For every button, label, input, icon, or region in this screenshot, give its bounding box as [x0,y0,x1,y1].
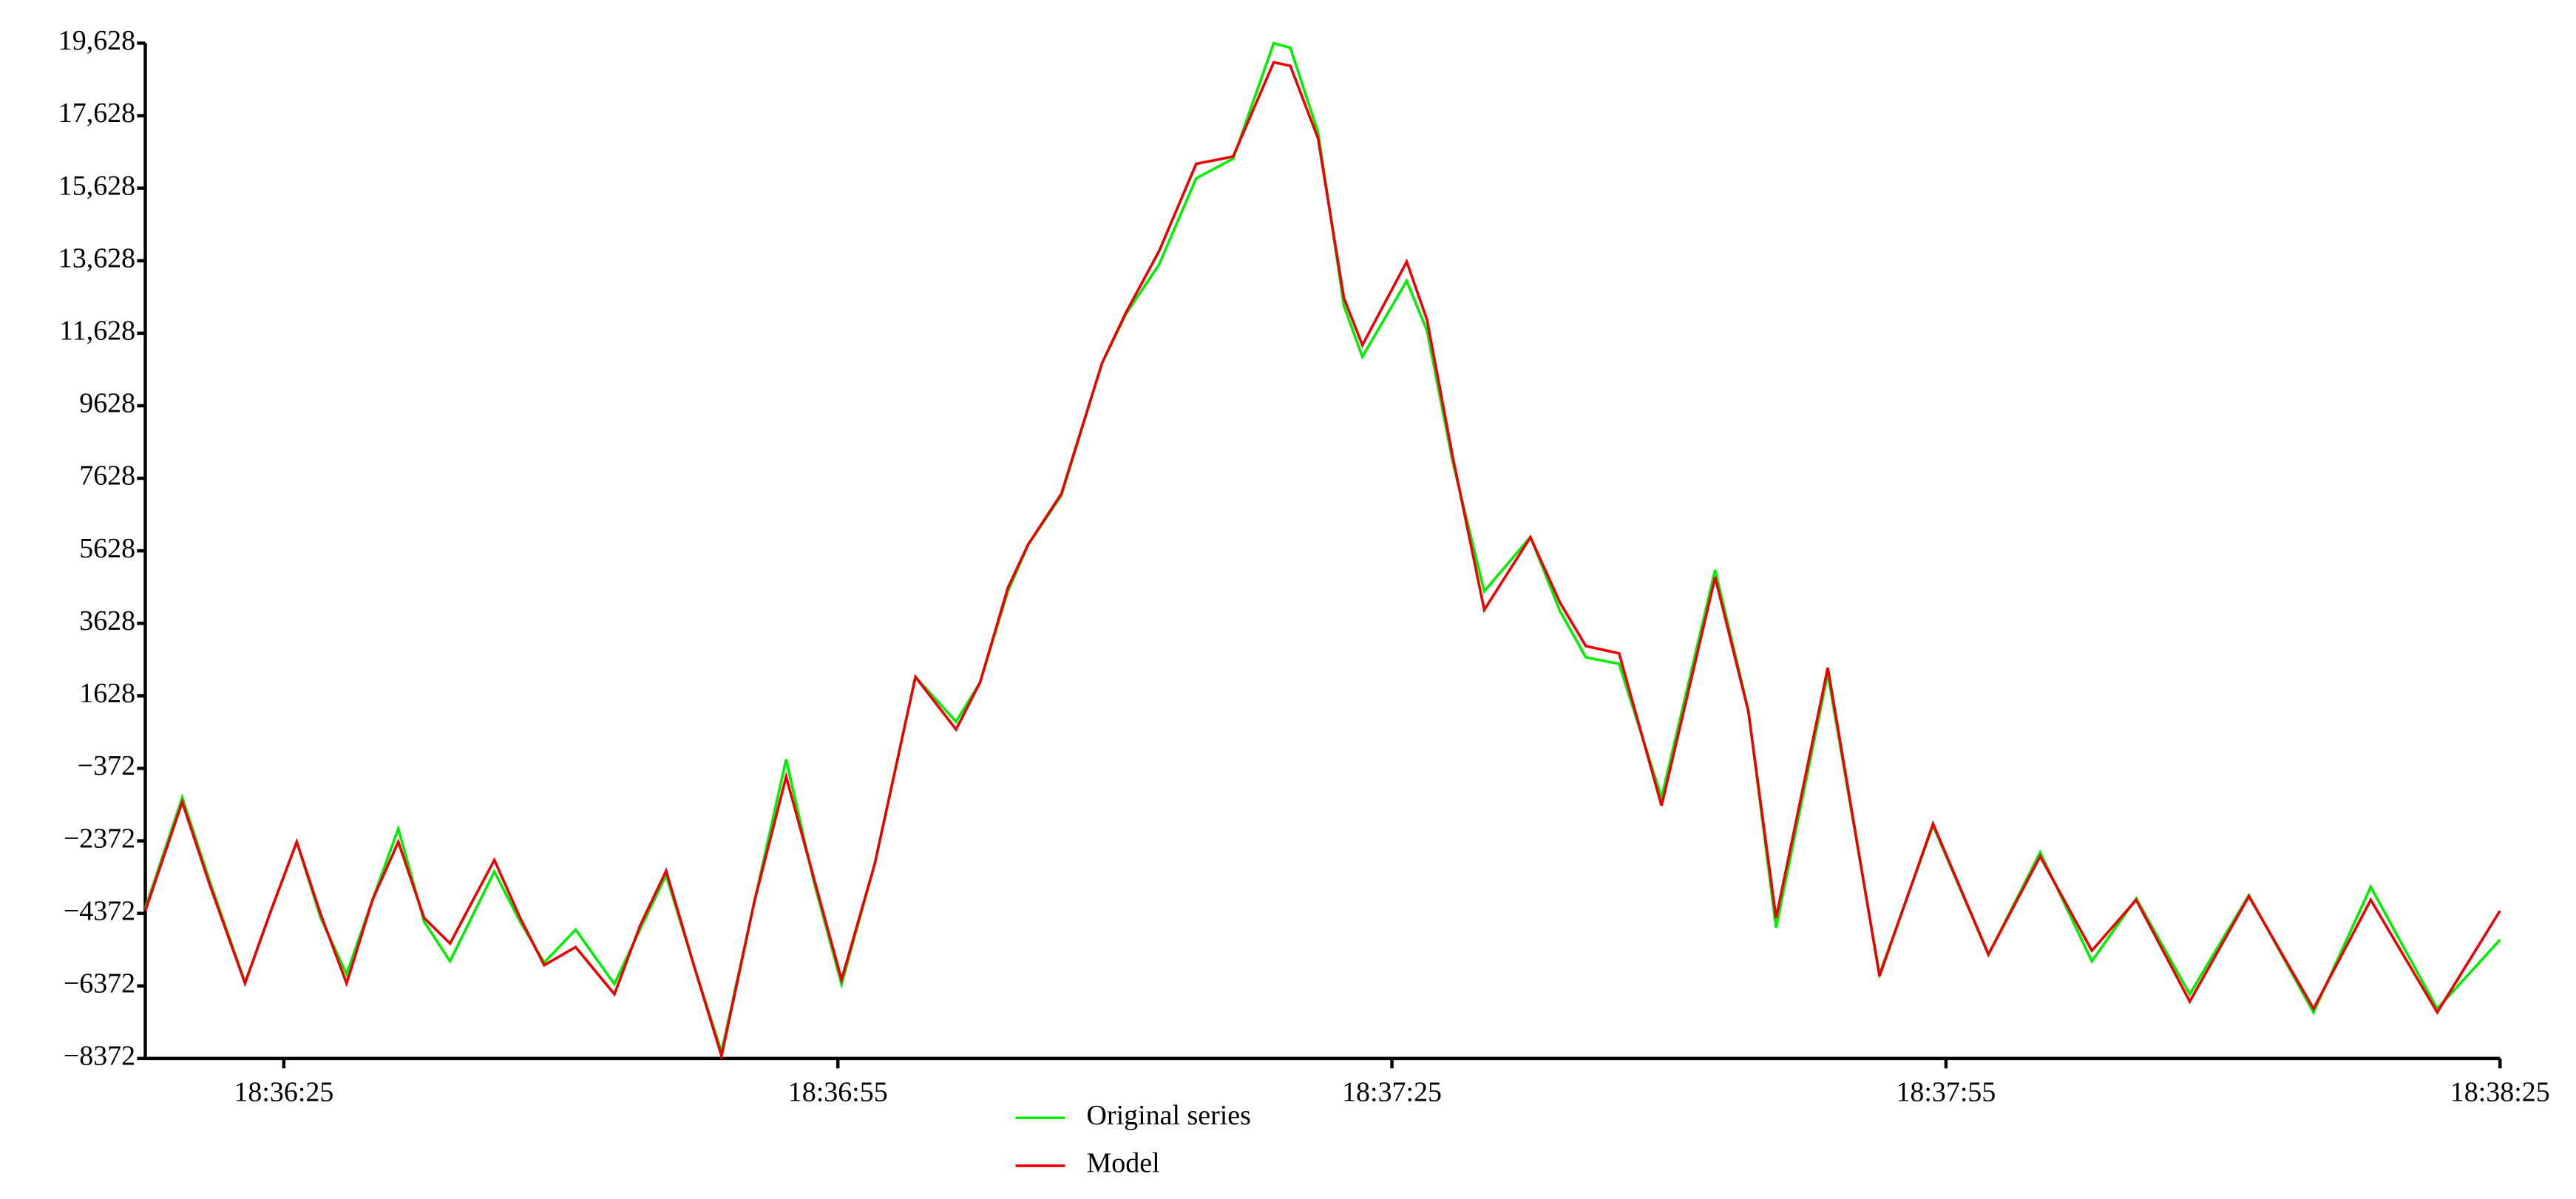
series-line [143,41,2501,1057]
y-tick-label: 9628 [79,388,135,419]
x-tick-label: 18:37:55 [1896,1077,1996,1108]
y-tick-label: 7628 [79,461,135,492]
y-tick-label: 17,628 [58,98,135,129]
series-line [143,61,2501,1062]
y-tick-label: 11,628 [59,316,135,347]
x-tick-label: 18:37:25 [1342,1077,1442,1108]
legend-label: Original series [1087,1100,1251,1131]
y-tick-label: −2372 [64,823,135,854]
y-tick-label: −372 [78,750,135,781]
y-tick-label: 5628 [79,533,135,564]
y-tick-label: −6372 [64,968,135,999]
y-tick-label: 15,628 [58,170,135,201]
x-tick-label: 18:36:55 [788,1077,888,1108]
y-tick-label: −4372 [64,895,135,926]
y-tick-label: 3628 [79,605,135,636]
y-tick-label: 13,628 [58,242,135,274]
y-tick-label: 1628 [79,678,135,709]
x-tick-label: 18:38:25 [2450,1077,2550,1108]
legend-label: Model [1087,1148,1160,1179]
x-tick-label: 18:36:25 [234,1077,333,1108]
y-tick-label: 19,628 [58,25,135,56]
y-tick-label: −8372 [64,1041,135,1072]
